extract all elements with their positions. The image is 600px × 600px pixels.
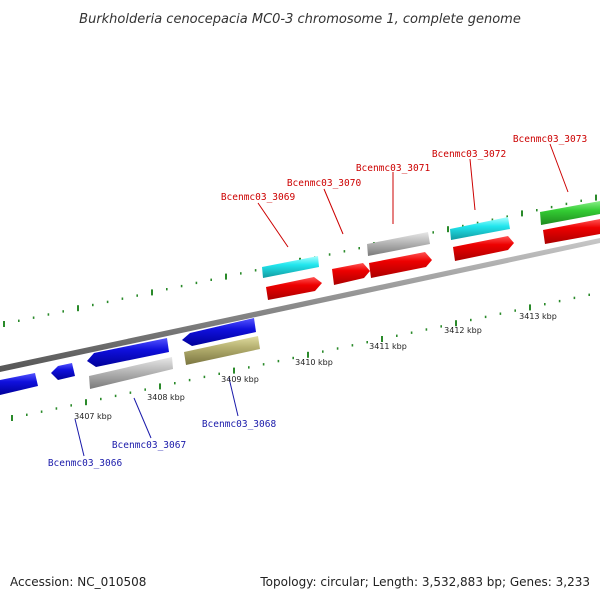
gene-label-bcenmc03-3072[interactable]: Bcenmc03_3072 [432, 149, 506, 160]
map-title: Burkholderia cenocepacia MC0-3 chromosom… [79, 12, 521, 27]
gene-label-bcenmc03-3066[interactable]: Bcenmc03_3066 [48, 458, 123, 469]
gene-bcenmc03-3069-arrow[interactable] [266, 277, 322, 300]
gene-label-bcenmc03-3067[interactable]: Bcenmc03_3067 [112, 440, 186, 451]
tick-label-3412: 3412 kbp [444, 326, 482, 335]
gene-bcenmc03-3067-arrow[interactable] [87, 338, 169, 367]
leader-bcenmc03-3069 [257, 202, 289, 248]
gene-bcenmc03-3068-arrow[interactable] [182, 318, 256, 346]
genome-summary-text: Topology: circular; Length: 3,532,883 bp… [259, 575, 590, 589]
gene-label-bcenmc03-3069[interactable]: Bcenmc03_3069 [221, 192, 296, 203]
gene-bcenmc03-3071-feature-gray[interactable] [367, 232, 430, 256]
tick-label-3411: 3411 kbp [369, 342, 407, 351]
leader-bcenmc03-3072 [469, 158, 476, 211]
gene-label-bcenmc03-3068[interactable]: Bcenmc03_3068 [202, 419, 277, 430]
gene-bcenmc03-3073-feature-green[interactable] [540, 201, 600, 225]
tick-label-3409: 3409 kbp [221, 375, 259, 384]
tick-label-3413: 3413 kbp [519, 312, 557, 321]
plus-strand-tick-row [3, 194, 597, 327]
leader-bcenmc03-3068 [228, 377, 239, 417]
leader-bcenmc03-3070 [323, 188, 344, 235]
leader-bcenmc03-3067 [133, 397, 152, 439]
tick-label-3410: 3410 kbp [295, 358, 333, 367]
gene-bcenmc03-3073-arrow[interactable] [543, 219, 600, 244]
gene-label-bcenmc03-3070[interactable]: Bcenmc03_3070 [287, 178, 362, 189]
accession-text: Accession: NC_010508 [10, 575, 146, 589]
gene-bcenmc03-3071-arrow[interactable] [369, 252, 432, 278]
gene-bcenmc03-3066-arrow[interactable] [0, 373, 38, 395]
gene-bcenmc03-3068-feature-olive[interactable] [184, 336, 260, 365]
gene-bcenmc03-3067-feature-gray[interactable] [89, 357, 173, 389]
gene-bcenmc03-3072-feature-cyan[interactable] [450, 217, 510, 240]
genome-backbone [0, 238, 600, 372]
gene-bcenmc03-3070-arrow[interactable] [332, 263, 370, 285]
minus-strand-tick-row [11, 293, 591, 421]
gene-label-bcenmc03-3071[interactable]: Bcenmc03_3071 [356, 163, 431, 174]
leader-bcenmc03-3073 [549, 143, 569, 193]
tick-label-3407: 3407 kbp [74, 412, 112, 421]
gene-label-bcenmc03-3073[interactable]: Bcenmc03_3073 [513, 134, 587, 145]
gene-bcenmc03-3066b-arrow[interactable] [51, 363, 75, 380]
leader-bcenmc03-3066 [74, 418, 85, 457]
gene-bcenmc03-3072-arrow[interactable] [453, 236, 514, 261]
gene-bcenmc03-3069-feature-cyan[interactable] [262, 256, 319, 278]
tick-label-3408: 3408 kbp [147, 393, 185, 402]
